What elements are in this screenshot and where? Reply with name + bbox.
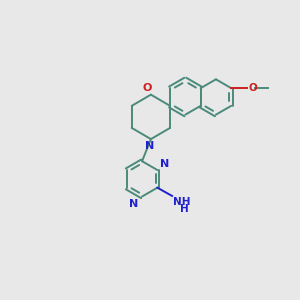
Text: H: H: [180, 204, 189, 214]
Text: O: O: [142, 82, 152, 93]
Text: N: N: [160, 158, 169, 169]
Text: O: O: [248, 83, 257, 93]
Text: NH: NH: [173, 196, 190, 206]
Text: N: N: [129, 199, 139, 209]
Text: N: N: [145, 141, 154, 151]
